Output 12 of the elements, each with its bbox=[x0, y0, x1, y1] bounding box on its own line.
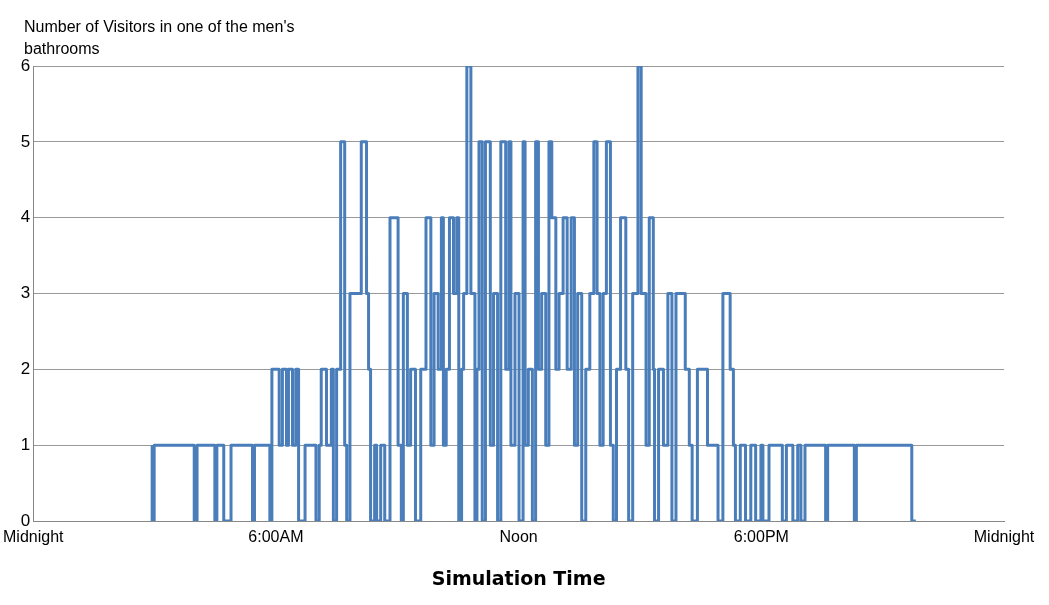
x-axis-title: Simulation Time bbox=[431, 566, 606, 589]
x-tick-label: Noon bbox=[499, 528, 538, 546]
y-tick-label: 3 bbox=[20, 283, 31, 303]
x-tick-label: 6:00PM bbox=[733, 528, 789, 546]
y-tick-label: 5 bbox=[20, 131, 31, 151]
x-tick-label: Midnight bbox=[3, 528, 65, 546]
y-tick-label: 0 bbox=[20, 510, 31, 530]
y-tick-label: 1 bbox=[20, 434, 31, 454]
x-tick-label: Midnight bbox=[973, 528, 1035, 546]
y-tick-label: 2 bbox=[20, 359, 31, 379]
y-tick-label: 4 bbox=[20, 207, 31, 227]
x-tick-label: 6:00AM bbox=[248, 528, 304, 546]
